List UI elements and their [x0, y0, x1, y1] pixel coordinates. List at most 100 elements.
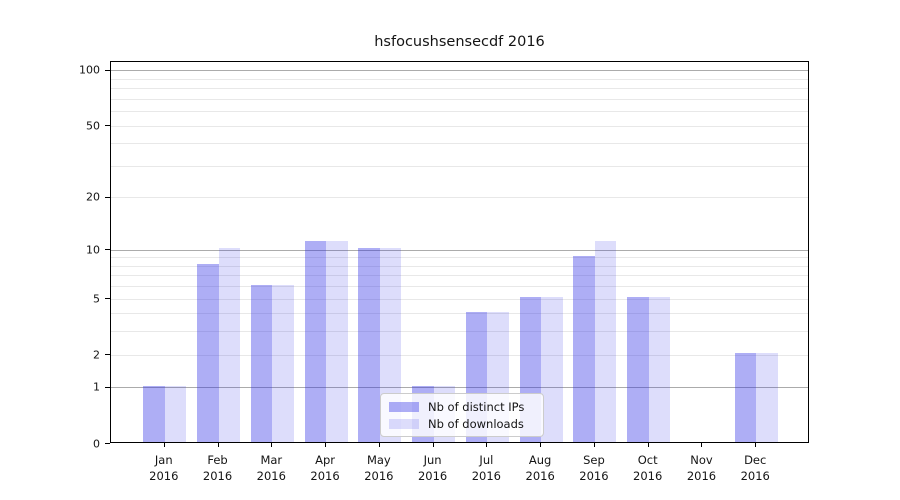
gridline-minor-5: [111, 298, 808, 300]
x-tick-month: Feb: [207, 453, 228, 467]
x-tick-label-apr: Apr 2016: [295, 452, 355, 484]
x-tick-year: 2016: [471, 469, 502, 483]
x-tick-month: Mar: [260, 453, 283, 467]
x-tick-label-oct: Oct 2016: [618, 452, 678, 484]
x-tick-month: Nov: [690, 453, 713, 467]
gridline-minor-3: [111, 331, 808, 333]
y-tick-mark-100: [105, 69, 110, 71]
x-tick-year: 2016: [149, 469, 179, 483]
x-tick-year: 2016: [686, 469, 717, 483]
x-tick-year: 2016: [202, 469, 233, 483]
bar-downloads-oct: [648, 297, 671, 442]
y-tick-label-20: 20: [86, 190, 100, 204]
bar-downloads-aug: [541, 297, 563, 442]
x-tick-year: 2016: [417, 469, 448, 483]
bar-distinct-ips-may: [358, 248, 380, 442]
bar-downloads-sep: [594, 241, 617, 442]
y-tick-mark-20: [105, 196, 110, 198]
bar-distinct-ips-mar: [250, 284, 273, 442]
plot-area: Nb of distinct IPs Nb of downloads: [110, 61, 809, 443]
bar-distinct-ips-jan: [143, 385, 165, 442]
x-tick-month: Jan: [154, 453, 173, 467]
y-tick-label-5: 5: [93, 292, 100, 306]
x-tick-month: Sep: [583, 453, 605, 467]
gridline-minor-80: [111, 88, 808, 90]
x-tick-label-jun: Jun 2016: [403, 452, 463, 484]
bar-downloads-apr: [326, 241, 348, 442]
gridline-minor-60: [111, 111, 808, 113]
x-tick-label-dec: Dec 2016: [725, 452, 785, 484]
bar-distinct-ips-feb: [197, 264, 219, 442]
x-tick-mark-sep: [593, 443, 595, 447]
bar-distinct-ips-oct: [627, 297, 649, 442]
x-tick-mark-dec: [755, 443, 757, 447]
legend: Nb of distinct IPs Nb of downloads: [380, 393, 544, 437]
y-tick-mark-2: [105, 354, 110, 356]
x-tick-month: Oct: [637, 453, 658, 467]
x-tick-label-mar: Mar 2016: [241, 452, 301, 484]
gridline-minor-2: [111, 354, 808, 356]
x-tick-label-feb: Feb 2016: [188, 452, 248, 484]
x-tick-mark-jul: [486, 443, 488, 447]
x-tick-month: Jun: [423, 453, 442, 467]
y-tick-mark-50: [105, 125, 110, 127]
bar-distinct-ips-sep: [573, 255, 595, 442]
x-tick-label-sep: Sep 2016: [564, 452, 624, 484]
gridline-minor-30: [111, 165, 808, 167]
legend-swatch-downloads: [389, 418, 419, 430]
x-tick-year: 2016: [364, 469, 394, 483]
gridline-minor-70: [111, 98, 808, 100]
y-tick-mark-10: [105, 249, 110, 251]
bar-distinct-ips-dec: [734, 353, 757, 442]
y-tick-label-50: 50: [86, 119, 100, 133]
bar-downloads-mar: [272, 284, 294, 442]
x-tick-month: Jul: [479, 453, 494, 467]
gridline-minor-40: [111, 143, 808, 145]
bar-downloads-dec: [756, 353, 778, 442]
x-tick-mark-jan: [163, 443, 165, 447]
legend-label-distinct-ips: Nb of distinct IPs: [428, 400, 525, 414]
x-tick-mark-mar: [271, 443, 273, 447]
gridline-minor-4: [111, 313, 808, 315]
x-tick-year: 2016: [525, 469, 555, 483]
x-tick-year: 2016: [256, 469, 286, 483]
y-tick-label-100: 100: [79, 63, 100, 77]
gridline-minor-50: [111, 125, 808, 127]
x-tick-mark-nov: [701, 443, 703, 447]
x-tick-month: Apr: [315, 453, 336, 467]
y-tick-label-2: 2: [93, 348, 100, 362]
gridline-minor-6: [111, 286, 808, 288]
x-tick-mark-aug: [540, 443, 542, 447]
legend-row-downloads: Nb of downloads: [389, 416, 535, 432]
y-tick-mark-0: [105, 443, 110, 444]
x-tick-label-may: May 2016: [349, 452, 409, 484]
x-tick-month: Dec: [744, 453, 767, 467]
x-tick-label-jan: Jan 2016: [134, 452, 194, 484]
x-tick-label-jul: Jul 2016: [456, 452, 516, 484]
x-tick-mark-jun: [432, 443, 434, 447]
legend-label-downloads: Nb of downloads: [428, 417, 524, 431]
gridline-major-100: [111, 70, 808, 72]
gridline-minor-90: [111, 78, 808, 80]
chart-title: hsfocushsensecdf 2016: [374, 34, 545, 50]
bar-distinct-ips-apr: [304, 241, 327, 442]
x-tick-year: 2016: [579, 469, 609, 483]
x-tick-year: 2016: [633, 469, 663, 483]
gridline-minor-8: [111, 265, 808, 267]
y-tick-label-0: 0: [93, 437, 100, 450]
gridline-minor-20: [111, 197, 808, 199]
y-tick-mark-1: [105, 386, 110, 388]
gridline-minor-7: [111, 275, 808, 277]
x-tick-year: 2016: [310, 469, 340, 483]
bar-downloads-jan: [164, 385, 187, 442]
legend-row-distinct-ips: Nb of distinct IPs: [389, 399, 535, 415]
x-tick-mark-oct: [647, 443, 649, 447]
x-tick-mark-feb: [217, 443, 219, 447]
x-tick-month: Aug: [528, 453, 552, 467]
y-tick-mark-5: [105, 298, 110, 300]
y-tick-label-1: 1: [93, 380, 100, 394]
x-tick-label-aug: Aug 2016: [510, 452, 570, 484]
legend-swatch-distinct-ips: [389, 401, 419, 413]
y-tick-label-10: 10: [86, 243, 100, 257]
